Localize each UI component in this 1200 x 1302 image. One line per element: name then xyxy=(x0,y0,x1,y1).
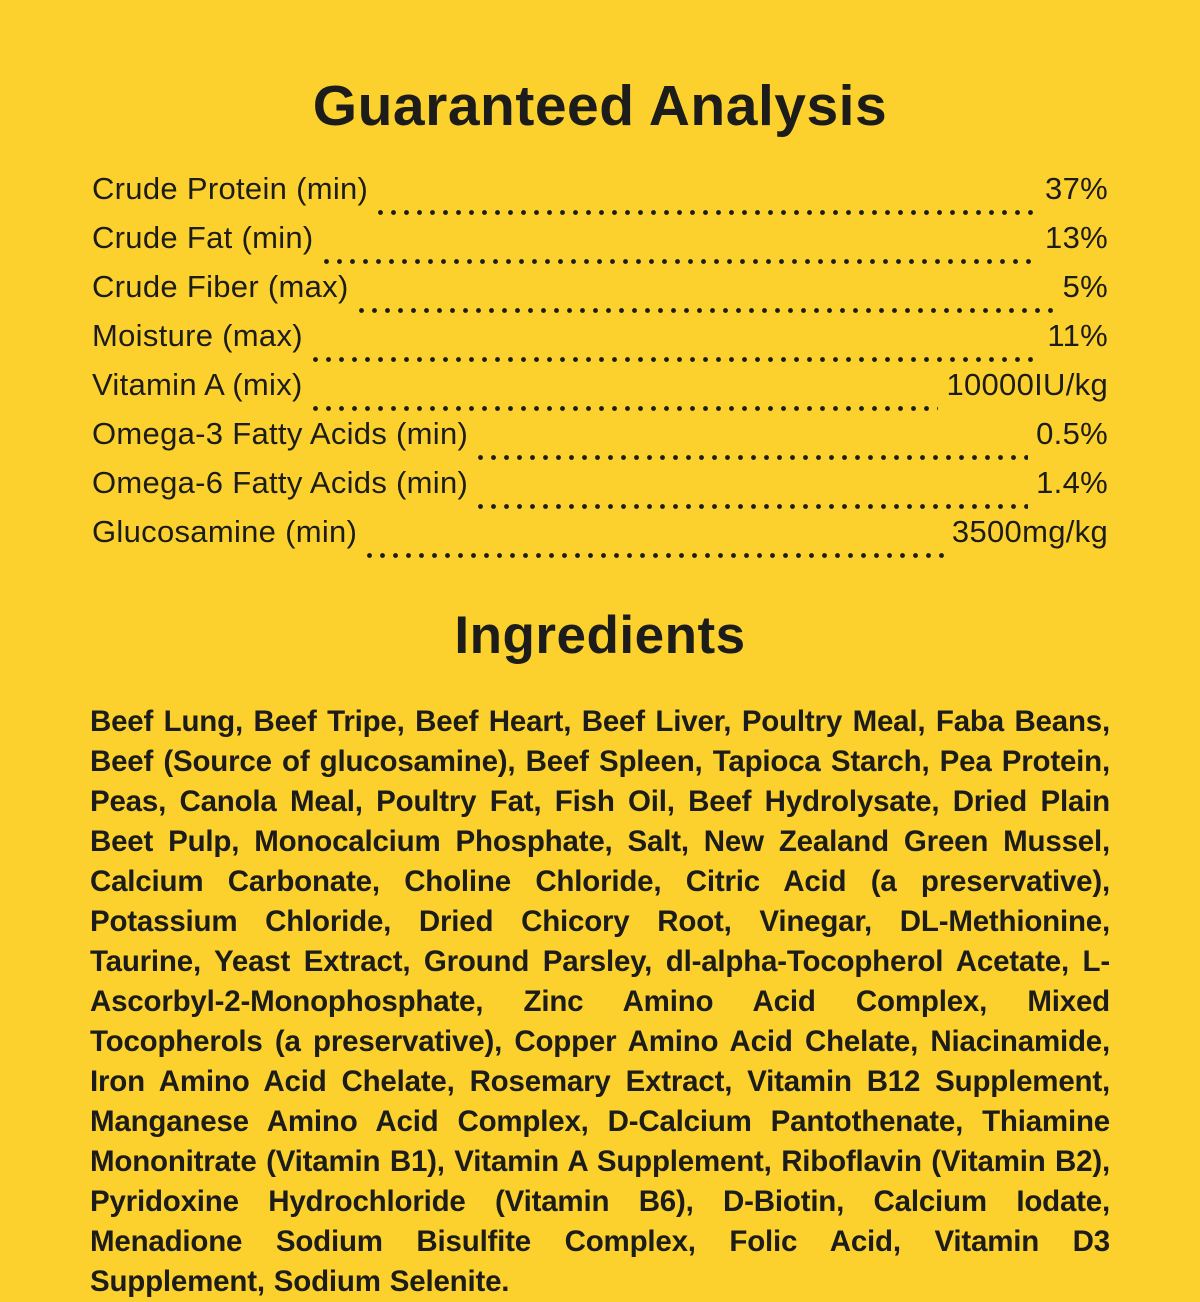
guaranteed-analysis-title: Guaranteed Analysis xyxy=(312,74,888,138)
analysis-row: Crude Fiber (max) 5% xyxy=(92,269,1108,318)
analysis-row-value: 10000IU/kg xyxy=(946,367,1108,402)
analysis-row: Omega-6 Fatty Acids (min) 1.4% xyxy=(92,465,1108,514)
analysis-row-label: Omega-3 Fatty Acids (min) xyxy=(92,416,469,451)
analysis-row-label: Glucosamine (min) xyxy=(92,514,358,549)
guaranteed-analysis-rows: Crude Protein (min) 37% Crude Fat (min) 13%… xyxy=(0,171,1200,563)
analysis-row-value: 11% xyxy=(1047,318,1108,353)
dot-leader xyxy=(478,455,1029,460)
analysis-row-label: Crude Fiber (max) xyxy=(92,269,349,304)
pet-food-label: Guaranteed Analysis Crude Protein (min) 3… xyxy=(0,74,1200,1299)
dot-leader xyxy=(312,357,1040,362)
analysis-row-label: Crude Fat (min) xyxy=(92,220,314,255)
analysis-row: Vitamin A (mix) 10000IU/kg xyxy=(92,367,1108,416)
analysis-row-value: 0.5% xyxy=(1036,416,1108,451)
analysis-row-label: Crude Protein (min) xyxy=(92,171,369,206)
analysis-row: Omega-3 Fatty Acids (min) 0.5% xyxy=(92,416,1108,465)
dot-leader xyxy=(478,504,1029,509)
analysis-row: Moisture (max) 11% xyxy=(92,318,1108,367)
analysis-row-value: 1.4% xyxy=(1036,465,1108,500)
dot-leader xyxy=(378,210,1038,215)
dot-leader xyxy=(358,308,1055,313)
ingredients-text: Beef Lung, Beef Tripe, Beef Heart, Beef … xyxy=(90,705,1110,1298)
analysis-row: Crude Fat (min) 13% xyxy=(92,220,1108,269)
ingredients-title: Ingredients xyxy=(454,606,746,665)
analysis-row-label: Vitamin A (mix) xyxy=(92,367,303,402)
analysis-row-value: 3500mg/kg xyxy=(951,514,1108,549)
dot-leader xyxy=(312,406,939,411)
analysis-row-value: 37% xyxy=(1045,171,1108,206)
analysis-row-label: Omega-6 Fatty Acids (min) xyxy=(92,465,469,500)
analysis-row-label: Moisture (max) xyxy=(92,318,303,353)
analysis-row-value: 13% xyxy=(1045,220,1108,255)
dot-leader xyxy=(323,259,1038,264)
dot-leader xyxy=(367,553,944,558)
analysis-row: Crude Protein (min) 37% xyxy=(92,171,1108,220)
analysis-row: Glucosamine (min) 3500mg/kg xyxy=(92,514,1108,563)
analysis-row-value: 5% xyxy=(1062,269,1108,304)
